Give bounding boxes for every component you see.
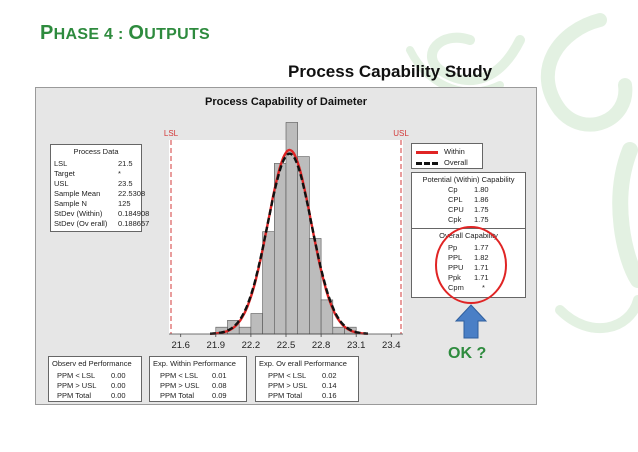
process-data-value: *	[118, 169, 121, 178]
slide-title-part1: HASE 4 :	[53, 26, 129, 43]
process-data-value: 23.5	[118, 179, 133, 188]
perf-value: 0.16	[322, 391, 337, 400]
capability-panel: Process Capability of Daimeter Process D…	[35, 87, 537, 405]
within-capability-header: Potential (Within) Capability	[422, 175, 515, 184]
process-data-key: StDev (Ov erall)	[54, 219, 108, 228]
cap-value: 1.77	[474, 243, 489, 252]
legend-label-overall: Overall	[444, 158, 468, 167]
legend-label-within: Within	[444, 147, 465, 156]
cap-value: 1.71	[474, 263, 489, 272]
exp-overall-header: Exp. Ov erall Performance	[259, 359, 347, 368]
process-data-value: 125	[118, 199, 131, 208]
perf-key: PPM > USL	[160, 381, 200, 390]
x-tick-label: 21.6	[171, 340, 190, 351]
perf-value: 0.00	[111, 371, 126, 380]
cap-key: Cpk	[448, 215, 462, 224]
perf-key: PPM < LSL	[268, 371, 307, 380]
legend-swatch-overall	[416, 162, 438, 165]
cap-key: PPL	[448, 253, 463, 262]
perf-key: PPM Total	[268, 391, 303, 400]
cap-key: Cp	[448, 185, 458, 194]
perf-value: 0.00	[111, 381, 126, 390]
histogram-bar	[238, 326, 252, 335]
perf-key: PPM > USL	[268, 381, 308, 390]
cap-value: 1.86	[474, 195, 489, 204]
process-data-value: 21.5	[118, 159, 133, 168]
study-title: Process Capability Study	[288, 62, 493, 81]
exp-overall-performance-box: Exp. Ov erall Performance PPM < LSL 0.02 …	[255, 356, 359, 402]
cap-value: 1.82	[474, 253, 489, 262]
ok-question-label: OK ?	[448, 345, 487, 362]
process-data-key: Target	[54, 169, 75, 178]
process-data-value: 0.184908	[118, 209, 150, 218]
cap-value: 1.75	[474, 215, 489, 224]
histogram-plot: LSL USL 21.6 21.9 22.2 22.5 22.8 23.1 23.4	[164, 122, 409, 351]
cap-key: Cpm	[448, 283, 464, 292]
curve-overall	[210, 152, 369, 335]
perf-value: 0.09	[212, 391, 227, 400]
process-data-box: Process Data LSL 21.5 Target * USL 23.5 Sam…	[50, 144, 149, 232]
x-tick-label: 21.9	[207, 340, 226, 351]
slide-title: PHASE 4 : OUTPUTS	[40, 22, 210, 45]
process-data-value: 22.5308	[118, 189, 146, 198]
capability-box: Potential (Within) Capability Cp 1.80 CPL…	[411, 172, 526, 298]
histogram-bar	[250, 313, 263, 335]
process-data-key: Sample Mean	[54, 189, 101, 198]
cap-key: CPU	[448, 205, 464, 214]
process-data-value: 0.188657	[118, 219, 150, 228]
process-data-key: Sample N	[54, 199, 87, 208]
slide-title-initial-o: O	[128, 22, 145, 44]
exp-within-header: Exp. Within Performance	[153, 359, 236, 368]
cap-key: PPU	[448, 263, 464, 272]
histogram-bar	[332, 326, 345, 335]
x-tick-label: 22.2	[242, 340, 261, 351]
cap-key: CPL	[448, 195, 463, 204]
perf-key: PPM > USL	[57, 381, 97, 390]
legend: Within Overall	[411, 143, 483, 169]
slide-title-part2: UTPUTS	[144, 26, 211, 43]
cap-value: 1.75	[474, 205, 489, 214]
x-tick-label: 22.8	[312, 340, 331, 351]
overall-capability-header: Overall Capability	[439, 231, 498, 240]
perf-value: 0.08	[212, 381, 227, 390]
perf-value: 0.01	[212, 371, 227, 380]
perf-key: PPM < LSL	[160, 371, 199, 380]
observed-performance-box: Observ ed Performance PPM < LSL 0.00 PPM …	[48, 356, 142, 402]
process-data-key: LSL	[54, 159, 68, 168]
perf-key: PPM Total	[160, 391, 195, 400]
perf-key: PPM < LSL	[57, 371, 96, 380]
observed-header: Observ ed Performance	[52, 359, 132, 368]
perf-value: 0.02	[322, 371, 337, 380]
cap-value: 1.71	[474, 273, 489, 282]
histogram-bar	[309, 238, 322, 335]
capability-divider	[412, 228, 525, 229]
exp-within-performance-box: Exp. Within Performance PPM < LSL 0.01 PP…	[149, 356, 247, 402]
process-data-key: StDev (Within)	[54, 209, 103, 218]
usl-label: USL	[393, 129, 409, 138]
perf-value: 0.00	[111, 391, 126, 400]
cap-value: *	[482, 283, 485, 292]
histogram-bar	[274, 163, 287, 335]
process-data-header: Process Data	[73, 147, 119, 156]
perf-value: 0.14	[322, 381, 337, 390]
x-tick-label: 23.1	[347, 340, 366, 351]
slide-title-initial-p: P	[40, 22, 54, 44]
cap-value: 1.80	[474, 185, 489, 194]
x-tick-label: 23.4	[382, 340, 401, 351]
lsl-label: LSL	[164, 129, 179, 138]
cap-key: Ppk	[448, 273, 461, 282]
cap-key: Pp	[448, 243, 458, 252]
chart-title: Process Capability of Daimeter	[204, 96, 367, 108]
legend-swatch-within	[416, 151, 438, 154]
perf-key: PPM Total	[57, 391, 92, 400]
x-tick-label: 22.5	[277, 340, 296, 351]
process-data-key: USL	[54, 179, 69, 188]
